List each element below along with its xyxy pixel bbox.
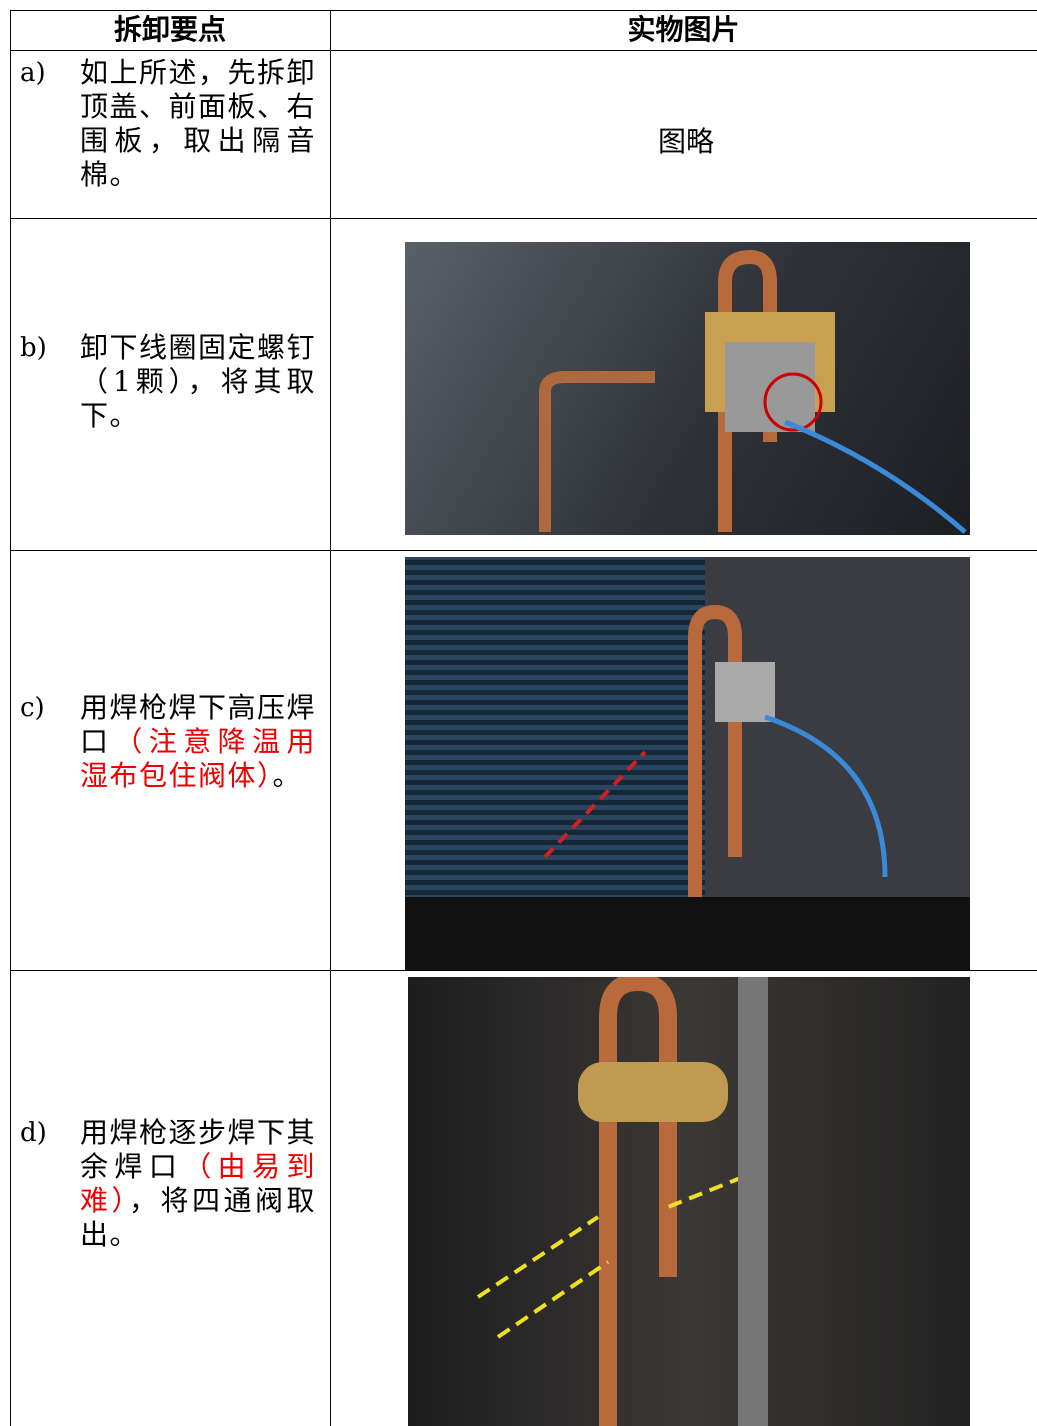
photo: [405, 557, 970, 970]
row-text: 卸下线圈固定螺钉（1颗），将其取下。: [80, 331, 317, 432]
text: 用焊枪逐步焊下其余焊口: [80, 1116, 317, 1183]
row-label: a): [20, 58, 46, 88]
row-text: 如上所述，先拆卸顶盖、前面板、右围板，取出隔音棉。: [80, 56, 317, 191]
row-label: d): [20, 1118, 47, 1148]
note: （由易到难）: [80, 1150, 316, 1217]
row-text: 用焊枪逐步焊下其余焊口（由易到难），将四通阀取出。: [80, 1116, 316, 1252]
note: （注意降温用湿布包住阀体）: [80, 725, 316, 792]
photo-sketch: [539, 249, 967, 534]
row-label: c): [20, 693, 45, 723]
rule: [330, 10, 331, 1426]
photo-sketch: [476, 977, 768, 1426]
placeholder: 图略: [658, 125, 715, 158]
photo: [408, 977, 970, 1426]
row-text: 用焊枪焊下高压焊口（注意降温用湿布包住阀体）。: [80, 691, 316, 793]
header: 拆卸要点: [113, 13, 226, 46]
text: ，将四通阀取出。: [80, 1184, 316, 1251]
rule: [10, 550, 1037, 551]
rule: [10, 10, 11, 1426]
rule: [10, 218, 1037, 219]
header: 实物图片: [627, 13, 740, 46]
photo-sketch: [405, 557, 970, 970]
row-label: b): [20, 333, 47, 363]
rule: [10, 10, 1037, 11]
rule: [10, 50, 1037, 51]
text: 用焊枪焊下高压焊口: [80, 691, 317, 758]
text: 。: [272, 759, 303, 792]
rule: [10, 970, 1037, 971]
photo: [405, 242, 970, 535]
